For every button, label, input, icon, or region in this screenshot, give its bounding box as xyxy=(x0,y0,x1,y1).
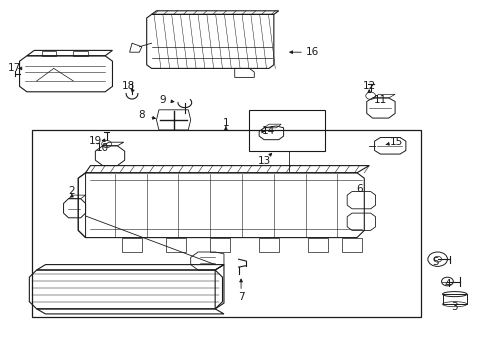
Text: 13: 13 xyxy=(257,156,270,166)
Text: 3: 3 xyxy=(450,302,457,312)
Bar xyxy=(442,294,466,304)
Text: 17: 17 xyxy=(8,63,21,73)
Text: 11: 11 xyxy=(372,95,386,105)
Text: 6: 6 xyxy=(356,184,363,194)
Text: 1: 1 xyxy=(222,118,229,128)
Text: 2: 2 xyxy=(68,186,75,196)
Text: 16: 16 xyxy=(305,47,318,57)
Text: 4: 4 xyxy=(443,279,450,289)
Text: 9: 9 xyxy=(159,95,165,105)
Text: 19: 19 xyxy=(88,136,102,147)
Text: 10: 10 xyxy=(96,143,109,153)
Text: 18: 18 xyxy=(122,81,135,91)
Bar xyxy=(32,130,420,317)
Text: 12: 12 xyxy=(362,81,375,91)
Text: 14: 14 xyxy=(261,126,274,136)
Text: 5: 5 xyxy=(431,257,438,267)
Text: 8: 8 xyxy=(138,110,145,120)
Text: 15: 15 xyxy=(388,137,402,147)
Bar xyxy=(249,110,325,151)
Text: 7: 7 xyxy=(237,292,244,302)
